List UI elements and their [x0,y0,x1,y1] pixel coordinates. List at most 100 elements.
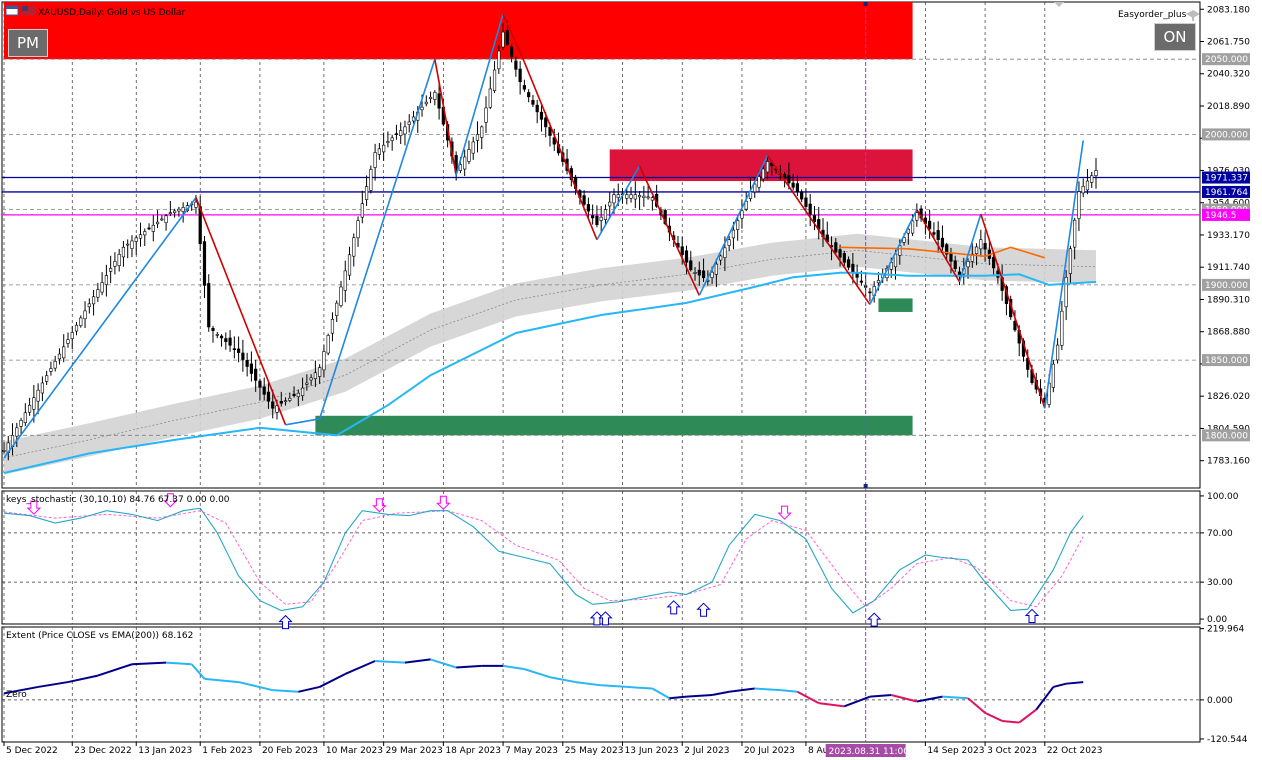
candle-body [151,224,155,232]
candle-body [87,303,91,308]
candle-body [1013,320,1017,331]
level-tag-label: 1961.764 [1205,188,1248,198]
candle-body [23,412,27,423]
zigzag-segment [698,155,769,296]
candle-body [300,387,305,396]
candle-body [1081,186,1085,194]
candle-body [271,401,275,409]
candle-body [347,254,352,276]
candle-body [173,210,177,214]
candle-body [104,275,108,285]
candle-body [74,324,79,332]
candle-body [629,194,633,199]
candle-body [846,259,851,268]
x-tick-label: 23 Dec 2022 [74,746,132,756]
level-tag-label: 1946.5 [1205,211,1237,221]
candle-body [15,427,19,437]
zigzag-segment [766,155,871,305]
candle-body [168,212,172,214]
x-tick-label: 25 May 2023 [565,746,624,756]
candle-body [241,352,245,360]
candle-body [283,400,288,403]
candle-body [369,169,373,191]
zigzag-segment [980,213,1046,409]
zigzag-segment [916,209,961,283]
y-tick-label-main: 1826.020 [1207,392,1250,402]
candle-body [245,360,249,367]
level-tag-label: 1971.337 [1205,174,1248,184]
candle-body [603,209,608,220]
candle-body [249,363,254,374]
candle-body [164,215,168,224]
candle-body [791,182,795,188]
candle-body [915,212,919,221]
candle-body [719,255,723,261]
zigzag-segment [958,213,982,283]
sell-arrow-icon [163,493,178,508]
candle-body [970,253,974,262]
candle-body [548,126,552,136]
y-tick-label-extent: -120.544 [1207,735,1248,745]
candle-body [49,368,53,372]
candle-body [800,191,804,200]
candle-body [646,196,650,199]
x-tick-label: 10 Mar 2023 [326,746,383,756]
candle-body [637,195,642,198]
candle-body [591,215,595,219]
zone-0 [4,2,913,60]
candle-body [531,99,535,105]
candle-body [727,239,731,246]
cursor-date-tag [825,744,906,757]
cursor-marker-top [863,2,868,6]
extent-label: Extent (Price CLOSE vs EMA(200)) 68.162 [6,631,193,641]
candle-body [467,149,471,162]
buy-arrow-icon [866,612,882,627]
extent-zero-label: Zero [6,690,27,700]
candle-body [411,116,416,122]
candle-body [1073,219,1077,248]
candle-body [765,161,770,173]
y-tick-label-main: 1976.030 [1207,166,1250,176]
expert-name: Easyorder_plus [1118,10,1187,20]
stoch-signal-line [3,510,1084,608]
on-button[interactable]: ON [1154,23,1196,51]
candle-body [586,204,590,212]
candle-body [330,318,335,334]
candle-body [224,338,228,342]
candle-body [356,220,360,239]
extent-segment [916,695,943,703]
candle-body [992,257,996,269]
candle-body [138,234,143,239]
candle-body [194,201,198,208]
candle-body [433,91,437,100]
cursor-date-label: 2023.08.31 11:00 [829,747,910,757]
candle-body [113,261,117,267]
candle-body [859,280,863,283]
candle-body [126,243,130,246]
x-tick-label: 1 Feb 2023 [202,746,252,756]
candle-body [795,183,800,192]
pm-button[interactable]: PM [8,29,48,57]
level-tag [1202,208,1250,221]
level-tag-label: 2050.000 [1205,55,1248,65]
candle-body [2,450,6,452]
extent-segment [502,664,525,671]
candle-body [1068,248,1073,274]
candle-body [783,173,787,179]
candle-body [83,310,87,320]
candle-body [1090,175,1094,183]
candle-body [488,88,492,108]
candle-body [70,332,74,340]
stoch-main-line [3,507,1084,614]
buy-arrow-icon [589,611,605,626]
candle-body [689,260,693,271]
candle-body [539,111,544,120]
candle-body [403,126,407,135]
candle-body [518,68,522,83]
sell-arrow-icon [372,498,387,513]
candle-body [510,46,514,58]
extent-segment [575,681,602,687]
y-tick-label-main: 1933.170 [1207,231,1250,241]
candle-body [710,271,714,278]
